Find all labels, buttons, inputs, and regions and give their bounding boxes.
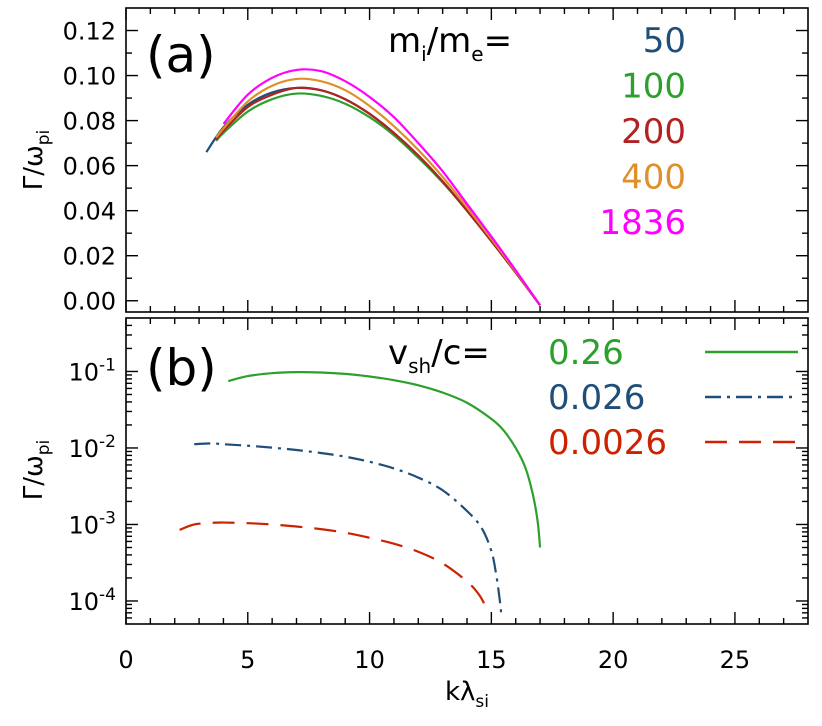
panel-a-ytick-label: 0.00 xyxy=(63,288,116,316)
panel-a-ytick-label: 0.10 xyxy=(63,63,116,91)
x-tick-label: 25 xyxy=(720,646,751,674)
panel-b-ticks: 10-1 10-2 10-3 10-4 xyxy=(69,324,808,619)
panel-b-ylabel-main: Γ/ω xyxy=(19,455,49,500)
legend-a-title-m: m xyxy=(388,21,421,61)
legend-a-entry: 100 xyxy=(621,67,686,107)
x-axis-ticks: 0 5 10 15 20 25 xyxy=(118,8,785,674)
legend-a-title-mid: /m xyxy=(427,21,472,61)
panel-b-ytick-label: 10-4 xyxy=(69,585,117,616)
series-line-0.26 xyxy=(228,371,542,548)
legend-a-title-sub1: i xyxy=(421,42,427,66)
panel-a-ticks: 0.00 0.02 0.04 0.06 0.08 0.10 0.12 xyxy=(63,18,808,316)
legend-b-title-v: v xyxy=(388,333,408,373)
panel-b-series xyxy=(179,371,542,619)
legend-a-entry: 400 xyxy=(621,158,686,198)
x-axis-title-sub: si xyxy=(475,692,489,712)
panel-a-ytick-label: 0.04 xyxy=(63,198,116,226)
legend-a-entry: 1836 xyxy=(599,203,686,243)
x-tick-label: 15 xyxy=(476,646,507,674)
x-tick-label: 0 xyxy=(118,646,133,674)
panel-b-label: (b) xyxy=(146,339,217,397)
x-axis-title-main: kλ xyxy=(445,677,475,707)
panel-b-ylabel: Γ/ωpi xyxy=(19,440,54,501)
x-tick-label: 10 xyxy=(354,646,385,674)
panel-b-ytick-label: 10-3 xyxy=(69,508,117,539)
legend-b-title-sub: sh xyxy=(408,354,431,378)
panel-a-ylabel: Γ/ωpi xyxy=(19,130,54,191)
series-line-100 xyxy=(215,92,541,306)
panel-a-ytick-label: 0.06 xyxy=(63,153,116,181)
series-line-400 xyxy=(215,77,541,306)
panel-b-ytick-label: 10-1 xyxy=(69,355,117,386)
panel-a-ylabel-sub: pi xyxy=(34,130,54,146)
panel-b-ylabel-sub: pi xyxy=(34,440,54,456)
legend-a-entry: 200 xyxy=(621,112,686,152)
legend-a: 50 100 200 400 1836 xyxy=(599,21,686,243)
x-tick-label: 5 xyxy=(240,646,255,674)
x-tick-label: 20 xyxy=(598,646,629,674)
legend-b: 0.26 0.026 0.0026 xyxy=(548,333,798,463)
series-line-0.026 xyxy=(194,442,503,619)
legend-b-title-end: /c= xyxy=(431,333,490,373)
x-axis-title: kλsi xyxy=(445,677,489,712)
series-line-0.0026 xyxy=(179,521,488,609)
panel-a-ytick-label: 0.08 xyxy=(63,108,116,136)
legend-b-entry: 0.0026 xyxy=(548,423,667,463)
series-line-1836 xyxy=(222,68,541,306)
panel-a-ytick-label: 0.12 xyxy=(63,18,116,46)
panel-a-ytick-label: 0.02 xyxy=(63,243,116,271)
panel-a-label: (a) xyxy=(146,26,216,84)
series-line-200 xyxy=(215,86,541,306)
panel-a-series xyxy=(205,68,541,306)
legend-b-entry: 0.026 xyxy=(548,378,645,418)
legend-b-entry: 0.26 xyxy=(548,333,624,373)
legend-a-entry: 50 xyxy=(643,21,686,61)
panel-a-ylabel-main: Γ/ω xyxy=(19,145,49,190)
legend-b-title: vsh/c= xyxy=(388,333,490,378)
legend-a-title-end: = xyxy=(484,21,513,61)
legend-a-title: mi/me= xyxy=(388,21,512,66)
legend-a-title-sub2: e xyxy=(471,42,483,66)
panel-b-ytick-label: 10-2 xyxy=(69,432,117,463)
